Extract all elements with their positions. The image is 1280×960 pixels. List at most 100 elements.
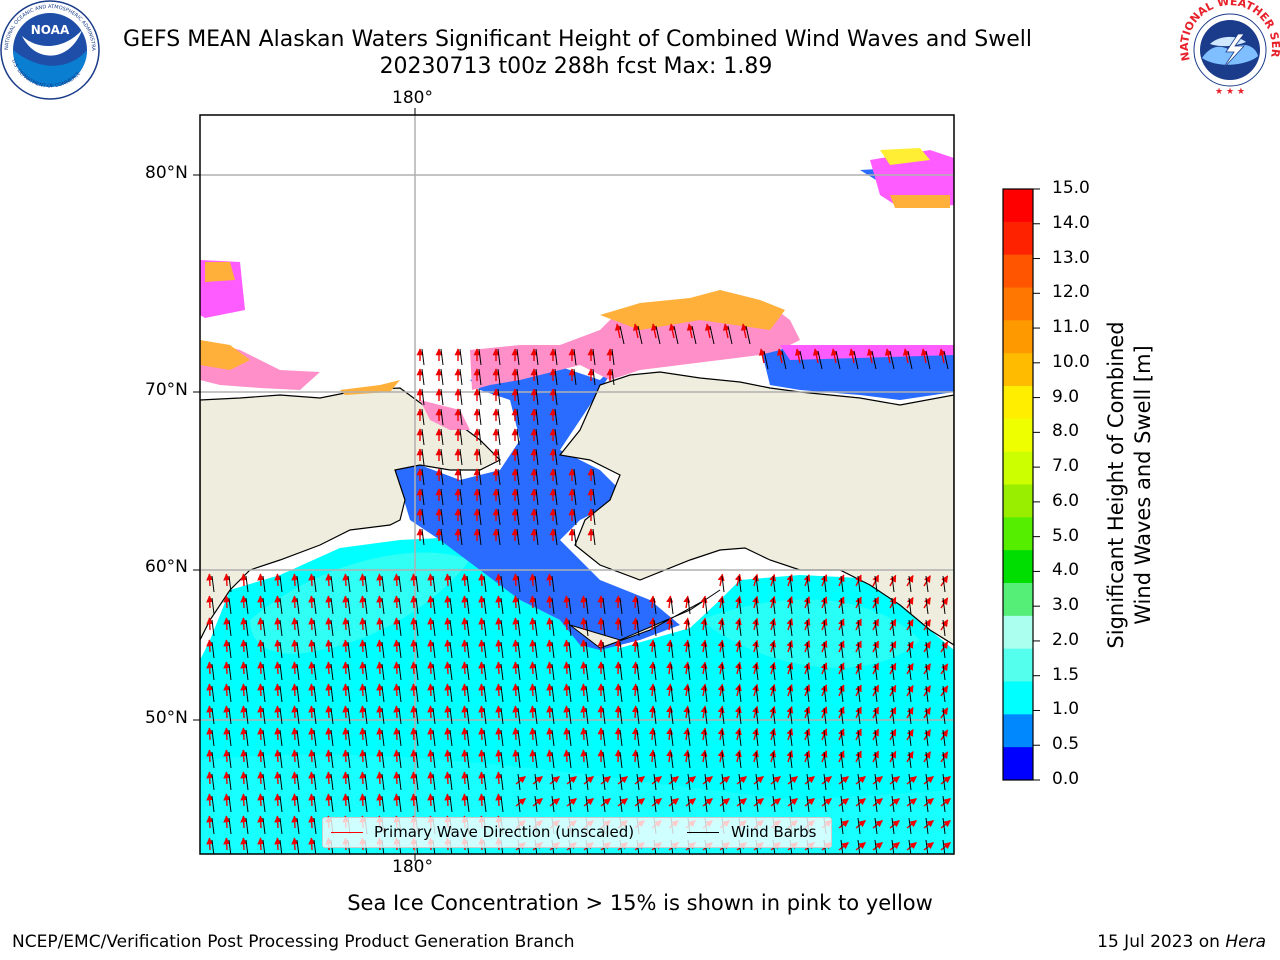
wind-barb — [516, 448, 520, 466]
wave-direction-arrow — [359, 683, 367, 697]
wind-barb — [466, 773, 470, 791]
wind-barb — [653, 773, 657, 791]
wind-barb — [857, 707, 861, 725]
wind-barb — [497, 408, 501, 426]
wave-direction-arrow — [206, 661, 214, 675]
wind-barb — [908, 685, 912, 703]
chart-title: GEFS MEAN Alaskan Waters Significant Hei… — [123, 27, 1032, 52]
wind-barb — [568, 641, 572, 659]
wave-direction-arrow — [342, 683, 350, 697]
wave-direction-arrow — [683, 639, 691, 653]
wind-barb — [421, 368, 425, 386]
wave-direction-arrow — [376, 705, 384, 719]
wind-barb — [517, 597, 521, 615]
wind-barb — [459, 528, 463, 546]
wind-barb — [823, 773, 827, 791]
wind-barb — [857, 817, 861, 835]
wind-barb — [636, 773, 640, 791]
wave-direction-arrow — [529, 595, 537, 609]
wave-direction-arrow — [359, 705, 367, 719]
wind-barb — [517, 707, 521, 725]
wind-barb — [592, 488, 596, 506]
wind-barb — [534, 575, 538, 593]
wave-direction-arrow — [444, 793, 452, 807]
wave-direction-arrow — [342, 705, 350, 719]
colorbar-tick-label: 3.0 — [1052, 595, 1080, 616]
wind-barb — [279, 663, 283, 681]
wave-direction-arrow — [758, 348, 766, 364]
wind-barb — [745, 325, 751, 345]
wind-barb — [347, 597, 351, 615]
wind-barb — [517, 729, 521, 747]
wind-barb — [534, 707, 538, 725]
wind-barb — [466, 619, 470, 637]
wave-direction-arrow — [291, 749, 299, 763]
wave-direction-arrow — [631, 705, 639, 719]
wave-direction-arrow — [274, 639, 282, 653]
wave-direction-arrow — [257, 771, 265, 785]
colorbar-tick-label: 13.0 — [1052, 247, 1090, 268]
wave-direction-arrow — [444, 661, 452, 675]
wind-barb — [942, 751, 946, 769]
lat-label-60: 60°N — [145, 557, 188, 577]
wave-direction-arrow — [668, 323, 676, 339]
wind-barb — [551, 729, 555, 747]
wind-barb — [364, 773, 368, 791]
wind-barb — [840, 795, 844, 813]
wind-barb — [554, 348, 558, 366]
wind-barb — [313, 707, 317, 725]
wind-barb — [459, 448, 463, 466]
wind-barb — [364, 619, 368, 637]
wind-barb — [398, 575, 402, 593]
wind-barb — [432, 597, 436, 615]
wind-barb — [381, 685, 385, 703]
wind-barb — [517, 619, 521, 637]
wave-direction-arrow — [889, 775, 900, 785]
wind-barb — [874, 575, 878, 593]
wave-direction-arrow — [240, 661, 248, 675]
wind-barb — [296, 795, 300, 813]
wind-barb — [925, 707, 929, 725]
wind-barb — [551, 597, 555, 615]
wind-barb — [262, 751, 266, 769]
wind-barb — [636, 663, 640, 681]
wave-direction-arrow — [308, 771, 316, 785]
wave-direction-arrow — [257, 749, 265, 763]
wind-barb — [296, 597, 300, 615]
wind-barb — [262, 817, 266, 835]
wind-barb — [466, 663, 470, 681]
wind-barb — [534, 729, 538, 747]
wind-barb — [296, 619, 300, 637]
wave-direction-arrow — [752, 573, 759, 587]
wave-direction-arrow — [631, 683, 639, 697]
wave-direction-arrow — [512, 661, 520, 675]
wave-direction-arrow — [257, 617, 265, 631]
wind-barb — [908, 641, 912, 659]
wind-barb — [483, 685, 487, 703]
wind-barb — [857, 795, 861, 813]
wind-barb — [704, 597, 708, 615]
wave-direction-arrow — [376, 771, 384, 785]
wind-barb — [755, 619, 759, 637]
wave-direction-arrow — [563, 727, 571, 741]
wave-direction-arrow — [683, 661, 691, 675]
wind-barb — [636, 685, 640, 703]
wind-barb — [517, 685, 521, 703]
wind-barb — [568, 751, 572, 769]
wave-direction-arrow — [274, 793, 282, 807]
wind-barb — [619, 773, 623, 791]
wave-direction-arrow — [666, 595, 674, 609]
wind-barb — [619, 641, 623, 659]
wave-direction-arrow — [206, 617, 214, 631]
wind-barb — [806, 575, 810, 593]
wind-barb — [478, 528, 482, 546]
colorbar-band — [1003, 418, 1033, 453]
wind-barb — [483, 597, 487, 615]
wind-barb — [619, 597, 623, 615]
wind-barb — [415, 575, 419, 593]
wave-direction-arrow — [529, 639, 537, 653]
wind-barb — [398, 685, 402, 703]
colorbar-band — [1003, 189, 1033, 223]
wind-barb — [279, 773, 283, 791]
wind-barb — [840, 773, 844, 791]
